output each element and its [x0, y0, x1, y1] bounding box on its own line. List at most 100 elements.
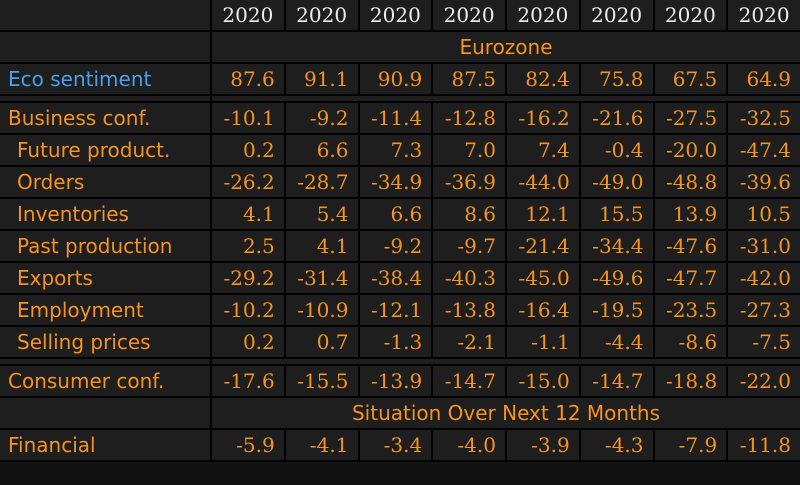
data-value-cell[interactable]: 6.6 — [360, 199, 434, 229]
data-value-cell[interactable]: -18.8 — [655, 366, 729, 396]
data-value-cell[interactable]: -49.0 — [581, 167, 655, 197]
data-value-cell[interactable]: -20.0 — [655, 135, 729, 165]
row-label-business-conf[interactable]: Business conf. — [0, 103, 212, 133]
data-value-cell[interactable]: 75.8 — [581, 64, 655, 94]
data-value-cell[interactable]: -8.6 — [655, 327, 729, 357]
data-value-cell[interactable]: 7.4 — [507, 135, 581, 165]
data-value-cell[interactable]: 87.6 — [212, 64, 286, 94]
data-value-cell[interactable]: -27.3 — [739, 298, 791, 322]
data-value-cell[interactable]: -28.7 — [286, 167, 360, 197]
data-value-cell[interactable]: -4.0 — [433, 430, 507, 460]
data-value-cell[interactable]: -47.4 — [739, 138, 791, 162]
data-value-cell[interactable]: -10.2 — [212, 295, 286, 325]
data-value-cell[interactable]: -44.0 — [507, 167, 581, 197]
data-value-cell[interactable]: -19.5 — [581, 295, 655, 325]
row-label-future-product[interactable]: Future product. — [0, 135, 212, 165]
data-value-cell[interactable]: -4.1 — [286, 430, 360, 460]
data-value-cell[interactable]: -23.5 — [655, 295, 729, 325]
data-value-cell[interactable]: -5.9 — [212, 430, 286, 460]
data-value-cell[interactable]: -48.8 — [655, 167, 729, 197]
data-value-cell[interactable]: -4.3 — [581, 430, 655, 460]
data-value-cell[interactable]: -40.3 — [433, 263, 507, 293]
row-label-past-production[interactable]: Past production — [0, 231, 212, 261]
data-value-cell[interactable]: 15.5 — [581, 199, 655, 229]
data-value-cell[interactable]: -17.6 — [212, 366, 286, 396]
data-value-cell[interactable]: -21.6 — [581, 103, 655, 133]
data-value-cell[interactable]: -15.0 — [507, 366, 581, 396]
data-value-cell[interactable]: -9.2 — [286, 103, 360, 133]
data-value-cell[interactable]: -12.1 — [360, 295, 434, 325]
row-label-eco-sentiment[interactable]: Eco sentiment — [0, 64, 212, 94]
data-value-cell[interactable]: -31.0 — [739, 234, 791, 258]
data-value-cell[interactable]: 91.1 — [286, 64, 360, 94]
data-value-cell[interactable]: -29.2 — [212, 263, 286, 293]
data-value-cell[interactable]: -4.4 — [581, 327, 655, 357]
data-value-cell[interactable]: -31.4 — [286, 263, 360, 293]
data-value-cell[interactable]: -7.5 — [752, 330, 791, 354]
data-value-cell[interactable]: -13.8 — [433, 295, 507, 325]
data-value-cell[interactable]: -38.4 — [360, 263, 434, 293]
table-row: Employment -10.2 -10.9 -12.1 -13.8 -16.4 -19.5… — [0, 295, 800, 327]
data-value-cell[interactable]: -14.7 — [581, 366, 655, 396]
data-value-cell[interactable]: 7.0 — [433, 135, 507, 165]
data-value-cell[interactable]: -26.2 — [212, 167, 286, 197]
data-value-cell[interactable]: -11.4 — [360, 103, 434, 133]
data-value-cell[interactable]: 5.4 — [286, 199, 360, 229]
data-value-cell[interactable]: 0.2 — [212, 327, 286, 357]
data-value-cell[interactable]: -3.4 — [360, 430, 434, 460]
data-value-cell[interactable]: -2.1 — [433, 327, 507, 357]
data-value-cell[interactable]: -27.5 — [655, 103, 729, 133]
data-value-cell[interactable]: 82.4 — [507, 64, 581, 94]
data-value-cell[interactable]: -42.0 — [739, 266, 791, 290]
data-value-cell[interactable]: -34.9 — [360, 167, 434, 197]
data-value-cell[interactable]: -39.6 — [739, 170, 791, 194]
row-label-orders[interactable]: Orders — [0, 167, 212, 197]
data-value-cell[interactable]: -49.6 — [581, 263, 655, 293]
data-value-cell[interactable]: -32.5 — [739, 106, 791, 130]
data-value-cell[interactable]: -11.8 — [739, 433, 791, 457]
row-label-employment[interactable]: Employment — [0, 295, 212, 325]
data-value-cell[interactable]: -45.0 — [507, 263, 581, 293]
data-value-cell[interactable]: 4.1 — [286, 231, 360, 261]
data-value-cell[interactable]: -36.9 — [433, 167, 507, 197]
data-value-cell[interactable]: -16.4 — [507, 295, 581, 325]
data-value-cell[interactable]: -12.8 — [433, 103, 507, 133]
data-value-cell[interactable]: 10.5 — [746, 202, 791, 226]
data-value-cell[interactable]: 90.9 — [360, 64, 434, 94]
data-value-cell[interactable]: -9.7 — [433, 231, 507, 261]
data-value-cell[interactable]: -34.4 — [581, 231, 655, 261]
data-value-cell[interactable]: -7.9 — [655, 430, 729, 460]
data-value-cell[interactable]: -16.2 — [507, 103, 581, 133]
data-value-cell[interactable]: -10.9 — [286, 295, 360, 325]
data-value-cell[interactable]: -47.6 — [655, 231, 729, 261]
data-value-cell[interactable]: 0.2 — [212, 135, 286, 165]
data-value-cell[interactable]: 6.6 — [286, 135, 360, 165]
row-label-financial[interactable]: Financial — [0, 430, 212, 460]
data-value-cell[interactable]: 67.5 — [655, 64, 729, 94]
data-value-cell[interactable]: -13.9 — [360, 366, 434, 396]
data-value-cell[interactable]: 7.3 — [360, 135, 434, 165]
data-value-cell[interactable]: 13.9 — [655, 199, 729, 229]
data-value-cell[interactable]: 64.9 — [746, 67, 791, 91]
data-value-cell[interactable]: -3.9 — [507, 430, 581, 460]
row-label-consumer-conf[interactable]: Consumer conf. — [0, 366, 212, 396]
data-value-cell[interactable]: -1.1 — [507, 327, 581, 357]
data-value-cell[interactable]: 2.5 — [212, 231, 286, 261]
data-value-cell[interactable]: 4.1 — [212, 199, 286, 229]
row-label-selling-prices[interactable]: Selling prices — [0, 327, 212, 357]
data-value-cell[interactable]: 87.5 — [433, 64, 507, 94]
data-value-cell[interactable]: -9.2 — [360, 231, 434, 261]
data-value-cell[interactable]: -1.3 — [360, 327, 434, 357]
row-label-exports[interactable]: Exports — [0, 263, 212, 293]
data-value-cell[interactable]: -22.0 — [739, 369, 791, 393]
data-value-cell[interactable]: -21.4 — [507, 231, 581, 261]
data-value-cell[interactable]: 12.1 — [507, 199, 581, 229]
data-value-cell[interactable]: -15.5 — [286, 366, 360, 396]
data-value-cell[interactable]: -14.7 — [433, 366, 507, 396]
data-value-cell[interactable]: -10.1 — [212, 103, 286, 133]
row-label-inventories[interactable]: Inventories — [0, 199, 212, 229]
data-value-cell[interactable]: 8.6 — [433, 199, 507, 229]
data-value-cell[interactable]: 0.7 — [286, 327, 360, 357]
data-value-cell[interactable]: -47.7 — [655, 263, 729, 293]
data-value-cell[interactable]: -0.4 — [581, 135, 655, 165]
